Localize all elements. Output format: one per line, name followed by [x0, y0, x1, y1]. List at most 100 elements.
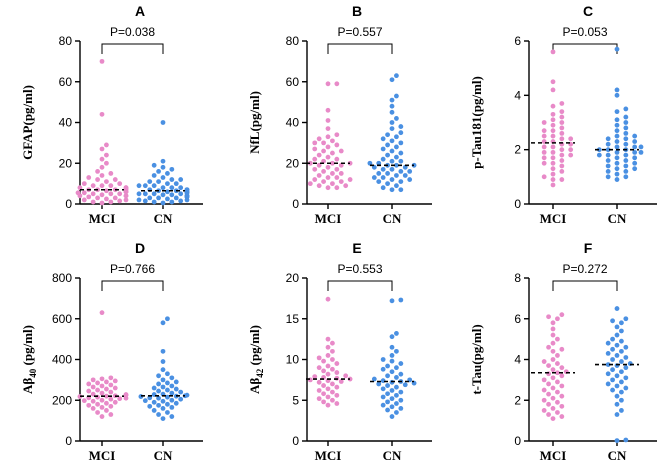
data-point [619, 338, 624, 344]
y-tick-label: 200 [52, 393, 72, 407]
data-point [334, 142, 340, 148]
data-point [559, 152, 565, 158]
data-point [376, 160, 382, 166]
data-point [559, 125, 565, 131]
data-point [546, 381, 551, 387]
data-point [334, 401, 340, 406]
data-point [568, 147, 574, 153]
data-point [104, 386, 109, 392]
data-point [325, 154, 331, 160]
p-value-label: P=0.272 [562, 262, 607, 276]
y-tick-label: 5 [292, 393, 299, 407]
data-point [334, 384, 340, 390]
data-point [559, 403, 565, 409]
data-point [568, 152, 574, 158]
data-point [330, 366, 335, 372]
data-point [325, 107, 331, 113]
data-point [334, 392, 340, 398]
data-point [555, 370, 560, 376]
data-point [555, 316, 560, 322]
data-point [321, 140, 326, 146]
p-value-label: P=0.766 [110, 262, 155, 276]
series-cn [138, 316, 190, 421]
data-point [156, 195, 161, 201]
data-point [596, 147, 602, 153]
data-point [398, 187, 404, 193]
data-point [605, 350, 611, 356]
data-point [394, 384, 399, 390]
data-point [178, 396, 184, 402]
data-point [325, 363, 331, 369]
data-point [117, 198, 123, 204]
y-tick-label: 60 [59, 75, 73, 89]
data-point [385, 373, 390, 379]
data-point [550, 166, 556, 172]
category-label-mci: MCI [89, 448, 116, 463]
data-point [380, 394, 386, 400]
y-axis-label: NfL(pg/ml) [247, 91, 262, 154]
data-point [550, 49, 556, 55]
data-point [104, 393, 109, 399]
data-point [614, 332, 620, 338]
data-point [108, 183, 114, 189]
data-point [343, 183, 349, 189]
data-point [117, 396, 123, 402]
data-point [394, 162, 399, 168]
data-point [605, 141, 611, 147]
data-point [550, 79, 556, 85]
data-point [325, 402, 331, 408]
data-point [151, 162, 157, 168]
data-point [559, 393, 565, 399]
data-point [559, 109, 565, 115]
data-point [389, 369, 395, 375]
data-point [142, 183, 148, 189]
data-point [325, 353, 331, 358]
data-point [334, 361, 340, 366]
data-point [151, 199, 157, 205]
data-point [99, 397, 105, 403]
data-point [550, 128, 556, 134]
data-point [108, 382, 114, 388]
data-point [312, 140, 318, 146]
data-point [555, 399, 560, 405]
data-point [316, 183, 322, 189]
p-value-label: P=0.038 [110, 25, 155, 39]
data-point [614, 438, 620, 443]
data-point [90, 183, 96, 189]
data-point [550, 177, 556, 182]
data-point [394, 392, 399, 398]
data-point [389, 379, 395, 385]
data-point [307, 181, 313, 187]
data-point [321, 368, 326, 374]
data-point [380, 357, 386, 362]
data-point [343, 373, 349, 379]
data-point [169, 185, 175, 191]
data-point [156, 169, 161, 174]
y-tick-label: 0 [65, 197, 72, 211]
data-point [99, 58, 105, 64]
data-point [614, 122, 620, 128]
series-cn [136, 120, 190, 206]
y-tick-label: 20 [286, 156, 300, 170]
data-point [614, 144, 620, 150]
data-point [623, 355, 629, 360]
data-point [112, 195, 118, 201]
data-point [389, 138, 395, 144]
data-point [90, 384, 96, 390]
data-point [550, 171, 556, 177]
data-point [316, 365, 322, 371]
y-tick-label: 2 [514, 143, 521, 157]
data-point [165, 394, 170, 400]
y-axis-label-sub: 40 [28, 368, 38, 378]
data-point [546, 344, 551, 350]
y-axis-label-unit: (pg/ml) [20, 325, 35, 369]
data-point [389, 158, 395, 164]
data-point [376, 381, 382, 387]
data-point [151, 173, 157, 178]
data-point [623, 365, 629, 371]
data-point [385, 181, 390, 187]
y-tick-label: 6 [514, 34, 521, 48]
y-axis-label: Aβ40 (pg/ml) [20, 325, 38, 394]
series-mci [541, 49, 574, 188]
panel-A: A 0 20 40 60 80 MCI CN GFAP(pg/ml) P=0.038 [20, 3, 203, 226]
